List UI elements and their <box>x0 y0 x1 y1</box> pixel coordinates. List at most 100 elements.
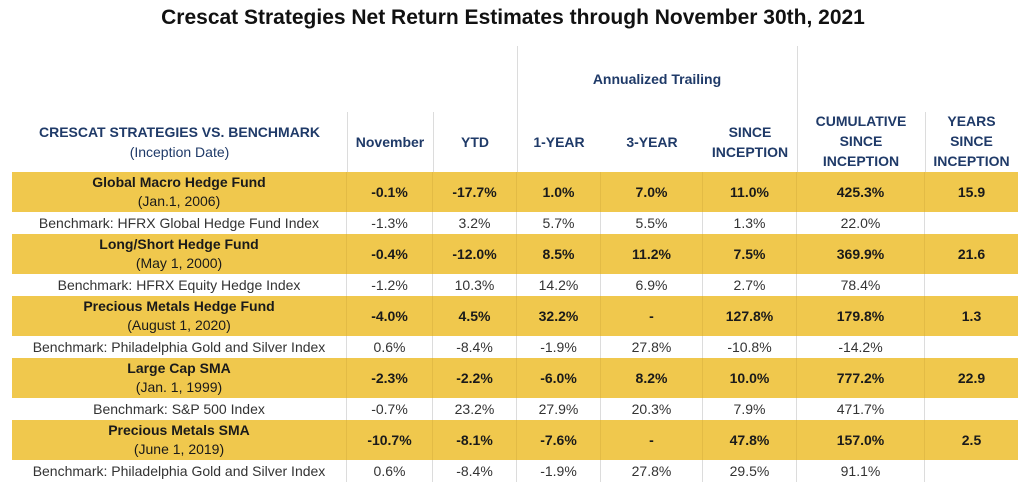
benchmark-since-inception-value: 2.7% <box>703 274 797 296</box>
benchmark-since-inception-value: -10.8% <box>703 336 797 358</box>
inception-date: (June 1, 2019) <box>133 441 225 457</box>
fund-november-value: -0.4% <box>347 234 433 274</box>
benchmark-row: Benchmark: HFRX Equity Hedge Index -1.2% 1… <box>12 274 1018 296</box>
header-november: November <box>355 134 425 150</box>
fund-ytd-value: -2.2% <box>433 358 517 398</box>
header-strategy-label: CRESCAT STRATEGIES VS. BENCHMARK <box>38 124 321 140</box>
fund-name: Long/Short Hedge Fund <box>99 236 259 252</box>
benchmark-3-year-value: 27.8% <box>601 336 703 358</box>
fund-years-value: 22.9 <box>957 370 986 386</box>
benchmark-november-value: 0.6% <box>347 460 433 482</box>
fund-ytd-value: -17.7% <box>433 172 517 212</box>
fund-cumulative-value: 369.9% <box>797 234 925 274</box>
benchmark-name: Benchmark: S&P 500 Index <box>12 398 347 420</box>
fund-since-inception-value: 47.8% <box>703 420 797 460</box>
benchmark-years-value <box>925 398 1018 420</box>
fund-since-inception-value: 10.0% <box>703 358 797 398</box>
fund-years-value: 21.6 <box>957 246 986 262</box>
benchmark-name: Benchmark: HFRX Global Hedge Fund Index <box>12 212 347 234</box>
benchmark-row: Benchmark: S&P 500 Index -0.7% 23.2% 27.9% 2… <box>12 398 1018 420</box>
divider <box>347 112 348 172</box>
benchmark-3-year-value: 6.9% <box>601 274 703 296</box>
fund-row: Large Cap SMA (Jan. 1, 1999) -2.3% -2.2% -6.… <box>12 358 1018 398</box>
fund-row: Long/Short Hedge Fund (May 1, 2000) -0.4% -… <box>12 234 1018 274</box>
fund-years-value: 15.9 <box>957 184 986 200</box>
benchmark-name: Benchmark: Philadelphia Gold and Silver … <box>12 336 347 358</box>
benchmark-3-year-value: 27.8% <box>601 460 703 482</box>
benchmark-ytd-value: -8.4% <box>433 460 517 482</box>
header-strategy-sublabel: (Inception Date) <box>129 144 230 160</box>
header-1-year: 1-YEAR <box>533 134 585 150</box>
fund-3-year-value: 11.2% <box>601 234 703 274</box>
benchmark-ytd-value: 10.3% <box>433 274 517 296</box>
divider <box>797 46 798 172</box>
fund-november-value: -10.7% <box>347 420 433 460</box>
header-years: YEARS SINCE INCEPTION <box>933 113 1010 169</box>
fund-name: Large Cap SMA <box>127 360 231 376</box>
fund-november-value: -0.1% <box>347 172 433 212</box>
benchmark-1-year-value: 27.9% <box>517 398 601 420</box>
fund-row: Precious Metals Hedge Fund (August 1, 202… <box>12 296 1018 336</box>
benchmark-3-year-value: 20.3% <box>601 398 703 420</box>
benchmark-row: Benchmark: Philadelphia Gold and Silver … <box>12 460 1018 482</box>
fund-1-year-value: 8.5% <box>517 234 601 274</box>
fund-since-inception-value: 11.0% <box>703 172 797 212</box>
benchmark-years-value <box>925 336 1018 358</box>
fund-since-inception-value: 127.8% <box>703 296 797 336</box>
fund-name: Global Macro Hedge Fund <box>92 174 266 190</box>
benchmark-ytd-value: 23.2% <box>433 398 517 420</box>
benchmark-cumulative-value: 471.7% <box>797 398 925 420</box>
benchmark-row: Benchmark: Philadelphia Gold and Silver … <box>12 336 1018 358</box>
benchmark-3-year-value: 5.5% <box>601 212 703 234</box>
benchmark-1-year-value: -1.9% <box>517 336 601 358</box>
benchmark-since-inception-value: 7.9% <box>703 398 797 420</box>
fund-name-cell: Precious Metals SMA (June 1, 2019) <box>12 420 347 460</box>
fund-1-year-value: -6.0% <box>517 358 601 398</box>
header-cumulative: CUMULATIVE SINCE INCEPTION <box>815 113 907 169</box>
fund-november-value: -2.3% <box>347 358 433 398</box>
fund-3-year-value: - <box>601 420 703 460</box>
inception-date: (Jan. 1, 1999) <box>135 379 223 395</box>
benchmark-1-year-value: 14.2% <box>517 274 601 296</box>
fund-ytd-value: -8.1% <box>433 420 517 460</box>
benchmark-since-inception-value: 29.5% <box>703 460 797 482</box>
benchmark-november-value: -0.7% <box>347 398 433 420</box>
fund-november-value: -4.0% <box>347 296 433 336</box>
benchmark-november-value: 0.6% <box>347 336 433 358</box>
fund-3-year-value: 7.0% <box>601 172 703 212</box>
fund-name-cell: Global Macro Hedge Fund (Jan.1, 2006) <box>12 172 347 212</box>
fund-ytd-value: 4.5% <box>433 296 517 336</box>
benchmark-cumulative-value: 22.0% <box>797 212 925 234</box>
inception-date: (Jan.1, 2006) <box>137 193 221 209</box>
benchmark-1-year-value: 5.7% <box>517 212 601 234</box>
fund-cumulative-value: 179.8% <box>797 296 925 336</box>
benchmark-november-value: -1.2% <box>347 274 433 296</box>
benchmark-ytd-value: -8.4% <box>433 336 517 358</box>
header-strategy: CRESCAT STRATEGIES VS. BENCHMARK (Incept… <box>12 114 347 170</box>
divider <box>925 112 926 172</box>
fund-row: Precious Metals SMA (June 1, 2019) -10.7% -… <box>12 420 1018 460</box>
fund-since-inception-value: 7.5% <box>703 234 797 274</box>
benchmark-name: Benchmark: HFRX Equity Hedge Index <box>12 274 347 296</box>
fund-cumulative-value: 425.3% <box>797 172 925 212</box>
divider <box>517 46 518 172</box>
benchmark-name: Benchmark: Philadelphia Gold and Silver … <box>12 460 347 482</box>
benchmark-cumulative-value: 91.1% <box>797 460 925 482</box>
page-title: Crescat Strategies Net Return Estimates … <box>161 6 865 29</box>
fund-1-year-value: 32.2% <box>517 296 601 336</box>
header-ytd: YTD <box>461 134 489 150</box>
fund-years-value: 1.3 <box>961 308 982 324</box>
benchmark-cumulative-value: 78.4% <box>797 274 925 296</box>
fund-years-value: 2.5 <box>961 432 982 448</box>
benchmark-years-value <box>925 212 1018 234</box>
fund-3-year-value: 8.2% <box>601 358 703 398</box>
benchmark-row: Benchmark: HFRX Global Hedge Fund Index -… <box>12 212 1018 234</box>
fund-ytd-value: -12.0% <box>433 234 517 274</box>
fund-cumulative-value: 777.2% <box>797 358 925 398</box>
fund-1-year-value: -7.6% <box>517 420 601 460</box>
inception-date: (August 1, 2020) <box>127 317 231 333</box>
benchmark-1-year-value: -1.9% <box>517 460 601 482</box>
benchmark-since-inception-value: 1.3% <box>703 212 797 234</box>
header-since-inception: SINCE INCEPTION <box>711 124 789 160</box>
fund-row: Global Macro Hedge Fund (Jan.1, 2006) -0.1… <box>12 172 1018 212</box>
